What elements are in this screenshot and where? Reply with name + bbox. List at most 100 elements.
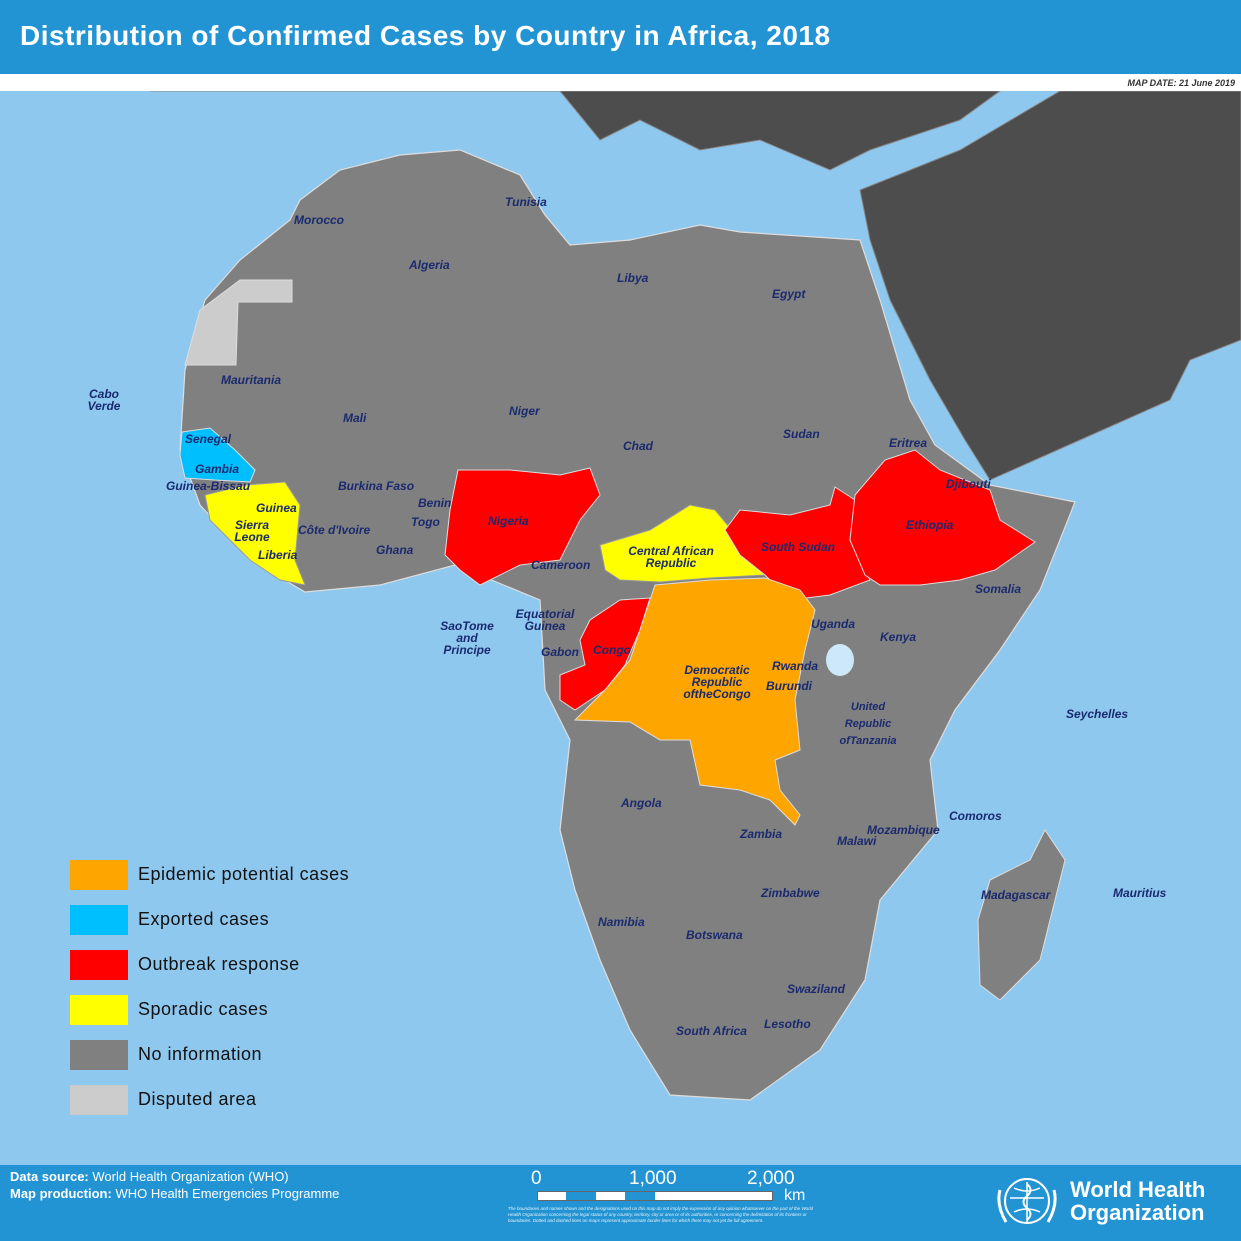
label-liberia: Liberia	[258, 548, 298, 562]
label-rwanda: Rwanda	[772, 659, 819, 673]
map-svg	[0, 91, 1241, 1165]
label-senegal: Senegal	[185, 432, 232, 446]
label-libya: Libya	[617, 271, 649, 285]
label-cameroon: Cameroon	[531, 558, 591, 572]
label-kenya: Kenya	[880, 630, 917, 644]
label-ethiopia: Ethiopia	[906, 518, 954, 532]
legend-item-sporadic: Sporadic cases	[70, 987, 349, 1032]
label-nigeria: Nigeria	[488, 514, 529, 528]
region-guinea-sierra-liberia	[204, 481, 306, 586]
label-burundi: Burundi	[766, 679, 812, 693]
label-benin: Benin	[418, 496, 452, 510]
who-logo: World Health Organization	[992, 1170, 1210, 1232]
legend-item-epidemic: Epidemic potential cases	[70, 852, 349, 897]
scale-2000: 2,000	[747, 1168, 795, 1189]
legend-swatch	[70, 1084, 128, 1115]
label-burkina-faso: Burkina Faso	[338, 479, 415, 493]
label-swaziland: Swaziland	[787, 982, 846, 996]
legend-swatch	[70, 1039, 128, 1070]
label-morocco: Morocco	[294, 213, 345, 227]
legend-item-exported: Exported cases	[70, 897, 349, 942]
label-madagascar: Madagascar	[981, 888, 1051, 902]
map-date: MAP DATE: 21 June 2019	[1127, 78, 1235, 88]
label-cabo-verde: Cabo Verde	[87, 387, 121, 413]
legend-item-disputed: Disputed area	[70, 1077, 349, 1122]
region-ethiopia	[849, 449, 1036, 586]
legend: Epidemic potential cases Exported cases …	[70, 852, 349, 1122]
legend-label: Exported cases	[138, 909, 270, 929]
label-botswana: Botswana	[686, 928, 743, 942]
scale-0: 0	[531, 1168, 542, 1189]
legend-swatch	[70, 859, 128, 890]
label-gabon: Gabon	[541, 645, 579, 659]
legend-label: Epidemic potential cases	[138, 864, 350, 884]
label-car: Central African Republic	[628, 544, 714, 570]
label-egypt: Egypt	[772, 287, 806, 301]
map-production: Map production: WHO Health Emergencies P…	[10, 1186, 339, 1201]
label-south-africa: South Africa	[676, 1024, 747, 1038]
legend-swatch	[70, 994, 128, 1025]
label-togo: Togo	[411, 515, 440, 529]
label-niger: Niger	[509, 404, 540, 418]
label-drc: Democratic Republic oftheCongo	[683, 663, 751, 701]
map-area[interactable]: Morocco Tunisia Algeria Libya Egypt Maur…	[0, 91, 1241, 1165]
label-djibouti: Djibouti	[946, 477, 991, 491]
label-namibia: Namibia	[598, 915, 645, 929]
legend-label: Disputed area	[138, 1089, 257, 1109]
label-south-sudan: South Sudan	[761, 540, 835, 554]
region-drc	[573, 577, 816, 826]
legend-label: Sporadic cases	[138, 999, 269, 1019]
scale-1000: 1,000	[629, 1168, 677, 1189]
label-mauritania: Mauritania	[221, 373, 282, 387]
legend-item-outbreak: Outbreak response	[70, 942, 349, 987]
label-equatorial-guinea: Equatorial Guinea	[515, 607, 575, 633]
label-lesotho: Lesotho	[764, 1017, 811, 1031]
scale-unit: km	[784, 1187, 806, 1204]
disputed-area-western-sahara	[184, 279, 293, 366]
label-guinea: Guinea	[256, 501, 297, 515]
label-sudan: Sudan	[783, 427, 820, 441]
label-tanzania: United Republic ofTanzania	[839, 701, 897, 747]
label-sao-tome: SaoTome and Principe	[440, 619, 494, 657]
label-gambia: Gambia	[195, 462, 240, 476]
label-mali: Mali	[343, 411, 367, 425]
label-mozambique: Mozambique	[867, 823, 940, 837]
label-sierra-leone: Sierra Leone	[234, 518, 270, 544]
data-source: Data source: World Health Organization (…	[10, 1169, 289, 1184]
scale-bar	[537, 1191, 773, 1201]
lake-victoria	[826, 644, 854, 676]
legend-label: Outbreak response	[138, 954, 300, 974]
label-ghana: Ghana	[376, 543, 414, 557]
legend-swatch	[70, 904, 128, 935]
label-guinea-bissau: Guinea-Bissau	[166, 479, 251, 493]
map-production-value: WHO Health Emergencies Programme	[115, 1186, 340, 1201]
legend-label: No information	[138, 1044, 263, 1064]
label-mauritius: Mauritius	[1113, 886, 1167, 900]
label-comoros: Comoros	[949, 809, 1002, 823]
label-somalia: Somalia	[975, 582, 1022, 596]
label-malawi: Malawi	[837, 834, 877, 848]
label-uganda: Uganda	[811, 617, 856, 631]
label-tunisia: Tunisia	[505, 195, 547, 209]
label-angola: Angola	[621, 796, 662, 810]
data-source-label: Data source:	[10, 1169, 89, 1184]
disclaimer: The boundaries and names shown and the d…	[508, 1206, 814, 1223]
label-zambia: Zambia	[740, 827, 783, 841]
madagascar	[977, 829, 1066, 1001]
header-bar: Distribution of Confirmed Cases by Count…	[0, 0, 1241, 74]
footer: Data source: World Health Organization (…	[0, 1165, 1241, 1241]
who-logo-text: World Health Organization	[1070, 1177, 1206, 1225]
label-seychelles: Seychelles	[1066, 707, 1129, 721]
who-emblem-icon	[997, 1178, 1057, 1224]
legend-item-no-info: No information	[70, 1032, 349, 1077]
middle-east-landmass	[859, 91, 1241, 481]
region-senegal-gambia	[179, 427, 256, 483]
region-nigeria	[444, 467, 601, 586]
label-cote-divoire: Côte d'Ivoire	[298, 523, 371, 537]
data-source-value: World Health Organization (WHO)	[92, 1169, 289, 1184]
europe-landmass	[150, 91, 1001, 171]
label-algeria: Algeria	[409, 258, 450, 272]
label-zimbabwe: Zimbabwe	[761, 886, 820, 900]
map-title: Distribution of Confirmed Cases by Count…	[20, 20, 831, 51]
map-production-label: Map production:	[10, 1186, 112, 1201]
